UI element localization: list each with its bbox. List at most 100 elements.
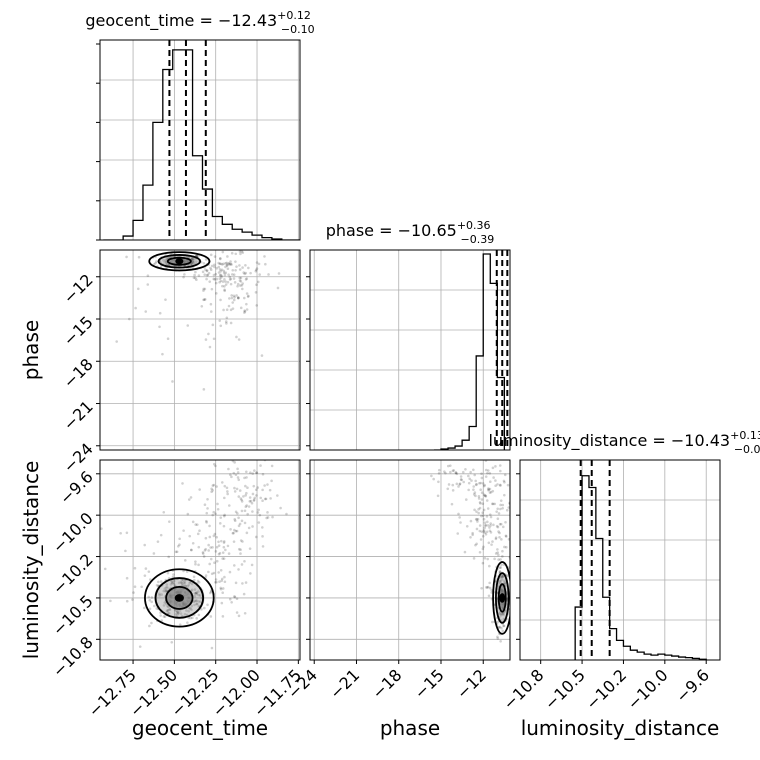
- sample-point: [480, 586, 483, 590]
- sample-point: [251, 472, 255, 475]
- sample-point: [480, 491, 484, 495]
- sample-point: [489, 515, 493, 519]
- sample-point: [233, 461, 236, 464]
- title-geocent_time: geocent_time = −12.43+0.12 −0.10: [85, 9, 314, 36]
- sample-point: [236, 296, 240, 299]
- sample-point: [218, 580, 221, 584]
- sample-point: [463, 550, 467, 554]
- sample-point: [184, 584, 188, 588]
- y-axis-label-phase: phase: [19, 320, 43, 380]
- sample-point: [473, 473, 476, 477]
- sample-point: [166, 337, 170, 341]
- sample-point: [503, 581, 506, 585]
- sample-point: [265, 516, 268, 520]
- sample-point: [234, 260, 237, 263]
- sample-point: [198, 488, 201, 491]
- sample-point: [501, 574, 505, 578]
- sample-point: [223, 288, 226, 292]
- sample-point: [227, 262, 230, 266]
- sample-point: [143, 574, 147, 577]
- sample-point: [255, 471, 259, 474]
- contour-line: [157, 254, 202, 269]
- sample-point: [235, 487, 239, 491]
- sample-point: [488, 471, 492, 475]
- sample-point: [225, 316, 229, 320]
- sample-point: [239, 552, 242, 555]
- sample-point: [244, 263, 247, 267]
- sample-point: [483, 526, 486, 530]
- sample-point: [501, 549, 504, 553]
- sample-point: [486, 557, 490, 561]
- sample-point: [230, 294, 233, 297]
- sample-point: [255, 494, 258, 497]
- sample-point: [504, 545, 508, 549]
- sample-point: [499, 614, 503, 617]
- sample-point: [131, 598, 134, 601]
- sample-point: [500, 612, 504, 616]
- sample-point: [478, 529, 482, 533]
- sample-point: [237, 547, 241, 551]
- sample-point: [491, 489, 495, 493]
- sample-point: [162, 604, 166, 607]
- sample-point: [190, 582, 194, 586]
- sample-point: [488, 529, 492, 533]
- sample-point: [486, 507, 490, 510]
- sample-point: [219, 276, 223, 279]
- sample-point: [224, 262, 227, 265]
- sample-point: [222, 540, 226, 543]
- sample-point: [148, 578, 152, 581]
- sample-point: [197, 604, 201, 608]
- sample-point: [482, 545, 485, 549]
- sample-point: [165, 586, 168, 589]
- sample-point: [206, 497, 209, 501]
- contour-line: [492, 561, 510, 635]
- sample-point: [483, 531, 487, 534]
- sample-point: [191, 259, 195, 262]
- sample-point: [166, 604, 169, 608]
- sample-point: [153, 604, 156, 608]
- sample-point: [247, 294, 250, 298]
- histogram-steps: [103, 49, 300, 240]
- sample-point: [285, 512, 288, 516]
- histogram-panel-phase: [310, 250, 510, 450]
- sample-point: [489, 522, 493, 525]
- sample-point: [236, 471, 240, 474]
- sample-point: [254, 268, 258, 272]
- sample-point: [484, 468, 488, 472]
- panel-frame: [519, 459, 721, 661]
- sample-point: [231, 460, 235, 463]
- sample-point: [232, 277, 236, 280]
- sample-point: [268, 488, 272, 492]
- sample-point: [214, 550, 218, 553]
- sample-point: [499, 499, 503, 502]
- sample-point: [240, 500, 244, 503]
- sample-point: [148, 607, 152, 611]
- contour-line: [497, 583, 507, 613]
- sample-point: [172, 579, 176, 583]
- y-tick-label: −10.0: [49, 509, 97, 557]
- sample-point: [209, 557, 213, 561]
- sample-point: [235, 529, 239, 533]
- sample-point: [207, 543, 210, 547]
- sample-point: [240, 498, 243, 502]
- sample-point: [227, 467, 230, 471]
- sample-point: [119, 531, 122, 535]
- sample-point: [247, 526, 251, 530]
- sample-point: [498, 570, 502, 574]
- sample-point: [189, 616, 192, 620]
- histogram-steps: [433, 253, 506, 450]
- sample-point: [239, 306, 243, 310]
- sample-point: [488, 581, 491, 585]
- sample-point: [474, 446, 477, 449]
- sample-point: [478, 524, 482, 527]
- y-tick-label: −10.5: [49, 591, 97, 639]
- sample-point: [206, 507, 209, 510]
- sample-point: [204, 258, 208, 261]
- sample-point: [210, 490, 213, 494]
- sample-point: [219, 273, 222, 277]
- sample-point: [276, 286, 280, 290]
- sample-point: [211, 513, 215, 517]
- sample-point: [194, 599, 198, 603]
- sample-point: [206, 273, 210, 277]
- title-err-minus: −0.10: [281, 23, 315, 36]
